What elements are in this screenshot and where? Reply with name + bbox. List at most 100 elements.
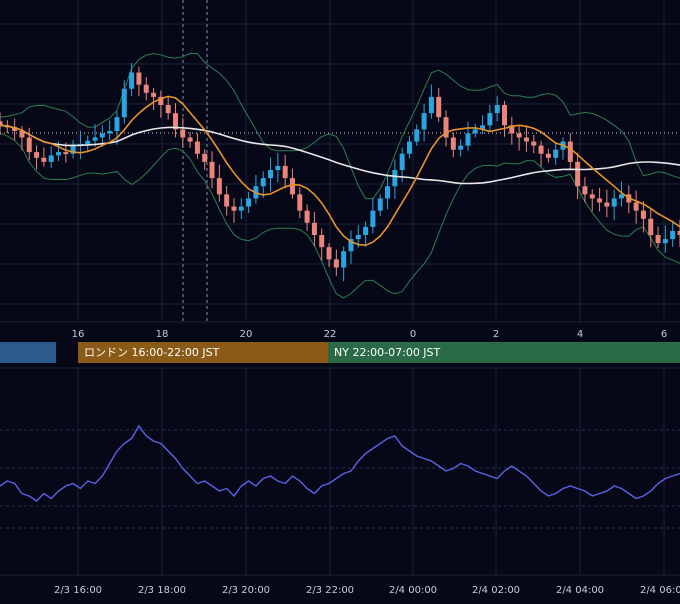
candle-body — [136, 73, 141, 85]
candle-body — [231, 207, 236, 211]
candle-body — [451, 138, 456, 150]
candle-body — [327, 247, 332, 259]
time-x-tick-label: 2/3 22:00 — [306, 585, 354, 596]
candle-body — [465, 133, 470, 145]
candle-body — [188, 138, 193, 142]
candle-body — [487, 113, 492, 125]
candle-body — [268, 170, 273, 178]
candle-body — [93, 138, 98, 141]
candle-body — [670, 231, 675, 239]
time-x-tick-label: 2/3 18:00 — [138, 585, 186, 596]
candle-body — [370, 211, 375, 227]
session-newyork: NY 22:00-07:00 JST — [328, 342, 680, 363]
candle-body — [224, 194, 229, 206]
candle-body — [612, 198, 617, 206]
price-x-tick-label: 0 — [410, 329, 416, 340]
candle-body — [582, 186, 587, 194]
candle-body — [122, 89, 127, 117]
time-x-tick-label: 2/4 04:00 — [556, 585, 604, 596]
candle-body — [275, 166, 280, 170]
candle-body — [290, 178, 295, 194]
candle-body — [648, 219, 653, 235]
candle-body — [129, 73, 134, 89]
price-x-tick-label: 6 — [661, 329, 667, 340]
candle-body — [641, 211, 646, 219]
time-x-tick-label: 2/3 20:00 — [222, 585, 270, 596]
candle-body — [107, 131, 112, 133]
time-x-tick-label: 2/4 00:00 — [389, 585, 437, 596]
candle-body — [341, 251, 346, 267]
candle-body — [414, 129, 419, 141]
candle-body — [151, 93, 156, 97]
candle-body — [217, 178, 222, 194]
candle-body — [378, 198, 383, 210]
candle-body — [56, 152, 61, 155]
candle-body — [502, 105, 507, 125]
time-x-tick-label: 2/3 16:00 — [54, 585, 102, 596]
candle-body — [305, 211, 310, 223]
candle-body — [575, 162, 580, 186]
price-x-tick-label: 16 — [72, 329, 85, 340]
candles — [0, 63, 680, 281]
candle-body — [297, 194, 302, 210]
price-x-tick-label: 20 — [240, 329, 253, 340]
time-x-tick-label: 2/4 06:00 — [640, 585, 680, 596]
candle-body — [63, 152, 68, 154]
candle-body — [400, 154, 405, 170]
candle-body — [41, 158, 46, 162]
candle-body — [436, 97, 441, 117]
candle-body — [422, 113, 427, 129]
candle-body — [363, 227, 368, 235]
price-x-tick-label: 18 — [156, 329, 169, 340]
oscillator-line — [0, 426, 680, 501]
candle-body — [458, 146, 463, 150]
candle-body — [100, 133, 105, 137]
candle-body — [195, 142, 200, 154]
candle-body — [239, 207, 244, 211]
candle-body — [539, 146, 544, 154]
candle-body — [568, 142, 573, 162]
candle-body — [385, 186, 390, 198]
candle-body — [246, 198, 251, 206]
candle-body — [546, 154, 551, 158]
candle-body — [144, 85, 149, 93]
candle-body — [663, 239, 668, 243]
candle-body — [524, 138, 529, 142]
candle-body — [634, 203, 639, 211]
candle-body — [407, 142, 412, 154]
session-london: ロンドン 16:00-22:00 JST — [78, 342, 328, 363]
candle-body — [202, 154, 207, 162]
candle-body — [590, 194, 595, 198]
candle-body — [429, 97, 434, 113]
time-x-axis: 2/3 16:00 2/3 18:00 2/3 20:00 2/3 22:00 2/4 … — [0, 575, 680, 596]
candle-body — [49, 155, 54, 162]
candle-body — [180, 129, 185, 137]
candle-body — [319, 235, 324, 247]
candle-body — [283, 166, 288, 178]
candle-body — [495, 105, 500, 113]
candle-body — [604, 203, 609, 207]
candle-body — [473, 129, 478, 133]
candle-body — [166, 105, 171, 113]
candle-body — [261, 178, 266, 186]
price-x-tick-label: 22 — [324, 329, 337, 340]
session-tokyo — [0, 342, 56, 363]
candle-body — [210, 162, 215, 178]
candle-body — [356, 235, 361, 239]
price-x-tick-label: 2 — [493, 329, 499, 340]
candle-body — [34, 152, 39, 158]
time-x-tick-label: 2/4 02:00 — [472, 585, 520, 596]
candle-body — [392, 170, 397, 186]
candle-body — [531, 142, 536, 146]
candle-body — [597, 198, 602, 202]
candle-body — [334, 259, 339, 267]
oscillator-panel — [0, 368, 680, 575]
candle-body — [114, 117, 119, 131]
candle-body — [656, 235, 661, 243]
candle-body — [27, 138, 32, 153]
candle-body — [517, 133, 522, 137]
candle-body — [553, 150, 558, 158]
